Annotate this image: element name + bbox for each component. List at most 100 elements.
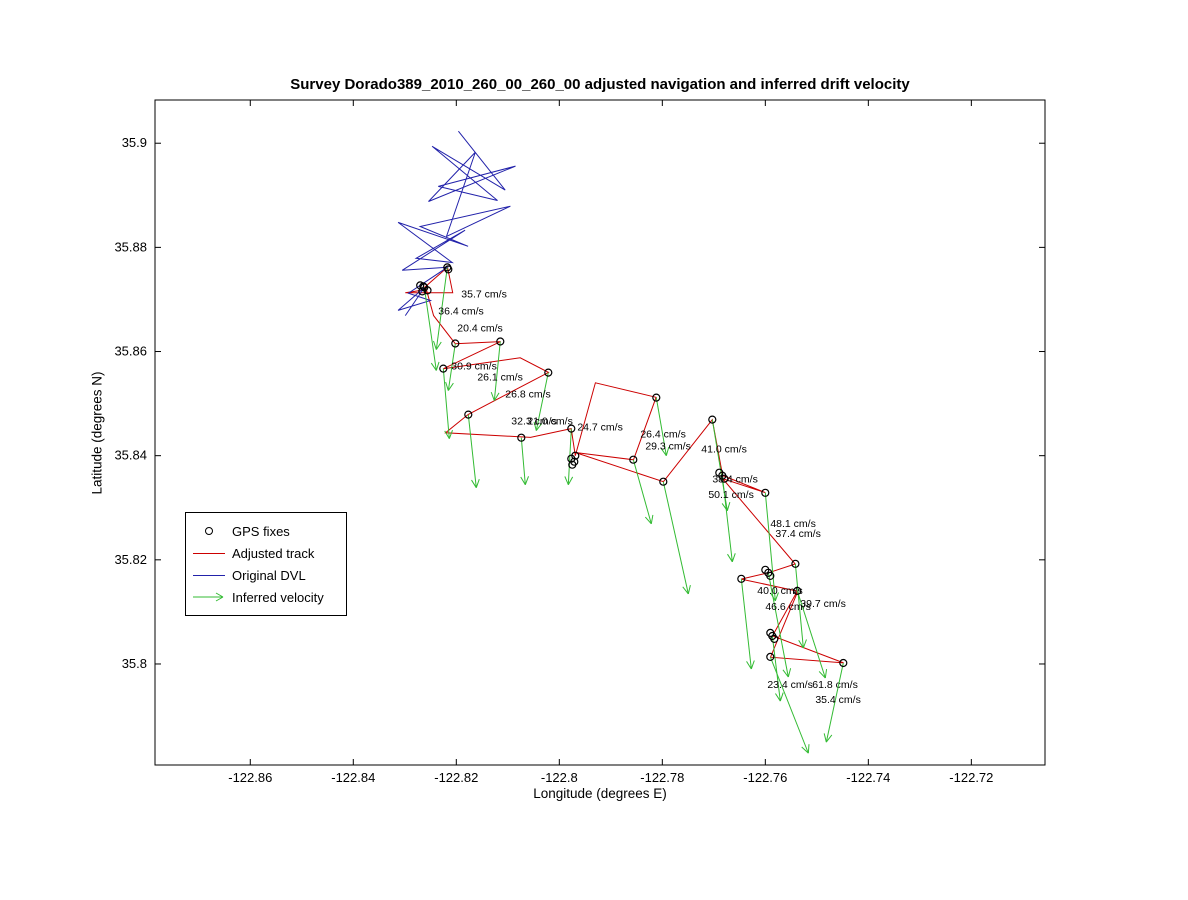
x-tick-label: -122.84 <box>331 770 375 785</box>
velocity-arrowhead <box>774 592 779 602</box>
velocity-arrow <box>535 372 549 431</box>
gps-fix-marker <box>567 424 576 433</box>
legend-item-adjusted-track: Adjusted track <box>186 542 346 564</box>
velocity-arrowhead <box>665 446 670 456</box>
x-tick-label: -122.78 <box>640 770 684 785</box>
legend-label: Adjusted track <box>232 545 315 561</box>
gps-fix-marker <box>737 574 746 583</box>
original-dvl-track <box>397 130 516 316</box>
velocity-arrow <box>740 578 752 670</box>
velocity-arrowhead <box>564 476 569 485</box>
velocity-arrowhead <box>471 479 477 488</box>
velocity-arrow <box>796 590 826 679</box>
velocity-arrow <box>632 459 652 524</box>
velocity-arrow <box>721 475 733 562</box>
velocity-arrow <box>493 341 501 401</box>
x-tick-label: -122.82 <box>434 770 478 785</box>
velocity-arrowhead <box>750 660 755 670</box>
legend-item-original-dvl: Original DVL <box>186 564 346 586</box>
velocity-label: 26.4 cm/s <box>640 429 686 441</box>
velocity-arrowhead <box>687 585 691 594</box>
velocity-arrow <box>423 287 437 371</box>
velocity-arrowhead <box>798 639 804 649</box>
gps-fix-marker <box>418 287 427 296</box>
gps-fix-marker <box>659 477 668 486</box>
velocity-arrowhead <box>802 639 807 649</box>
velocity-arrowhead <box>475 479 480 488</box>
velocity-arrow <box>520 437 526 485</box>
velocity-label: 35.4 cm/s <box>815 694 861 706</box>
velocity-arrowhead <box>818 671 826 679</box>
velocity-arrow <box>435 267 448 350</box>
gps-fix-marker <box>439 364 448 373</box>
velocity-arrowhead <box>650 514 654 524</box>
legend-label: Original DVL <box>232 567 306 583</box>
velocity-arrowhead <box>567 476 574 485</box>
gps-fix-marker <box>761 565 770 574</box>
velocity-arrowhead <box>490 391 495 401</box>
velocity-label: 20.4 cm/s <box>457 322 503 334</box>
velocity-arrowhead <box>493 392 500 401</box>
velocity-arrow <box>655 397 667 456</box>
velocity-arrowhead <box>447 382 454 391</box>
gps-fix-marker <box>793 586 802 596</box>
original-dvl-line-icon <box>186 574 232 576</box>
velocity-label: 61.8 cm/s <box>812 679 858 691</box>
x-tick-label: -122.76 <box>743 770 787 785</box>
velocity-arrowhead <box>448 430 453 439</box>
velocity-arrowhead <box>824 668 828 679</box>
gps-fix-marker <box>464 410 473 419</box>
y-axis-label: Latitude (degrees N) <box>89 371 105 495</box>
velocity-arrowhead <box>823 733 827 743</box>
y-tick-label: 35.86 <box>114 344 147 359</box>
velocity-label: 50.1 cm/s <box>708 489 754 501</box>
velocity-label: 29.3 cm/s <box>645 441 691 453</box>
velocity-arrow-icon <box>186 591 232 603</box>
gps-fix-marker <box>444 265 453 274</box>
velocity-arrowhead <box>435 361 440 371</box>
velocity-arrowhead <box>524 476 529 485</box>
gps-fix-marker <box>715 468 724 477</box>
velocity-label: 32.3 cm/s <box>511 416 557 428</box>
velocity-arrowhead <box>782 669 789 678</box>
plot-area <box>154 99 1046 766</box>
gps-fix-marker <box>496 337 505 346</box>
velocity-arrow <box>764 492 776 601</box>
gps-fix-marker <box>708 415 717 424</box>
velocity-arrow <box>794 563 804 648</box>
velocity-arrow <box>662 481 689 594</box>
velocity-arrow <box>467 414 477 488</box>
velocity-arrowhead <box>825 734 833 743</box>
velocity-arrowhead <box>433 340 437 350</box>
velocity-arrowhead <box>435 341 442 350</box>
velocity-arrow <box>771 635 781 702</box>
velocity-arrow <box>567 428 572 485</box>
velocity-arrowhead <box>775 693 781 702</box>
y-tick-label: 35.82 <box>114 552 147 567</box>
chart-title: Survey Dorado389_2010_260_00_260_00 adju… <box>290 76 910 93</box>
y-tick-label: 35.84 <box>114 448 147 463</box>
gps-fix-marker <box>770 634 779 644</box>
x-axis-label: Longitude (degrees E) <box>533 786 667 801</box>
velocity-label: 36.4 cm/s <box>438 305 484 317</box>
gps-fix-marker <box>419 282 428 291</box>
velocity-arrow <box>767 572 789 678</box>
x-tick-label: -122.72 <box>949 770 993 785</box>
velocity-label: 30.9 cm/s <box>451 361 497 373</box>
gps-fix-marker <box>839 658 848 668</box>
velocity-arrow <box>442 368 450 439</box>
gps-fix-marker <box>766 652 775 662</box>
gps-fix-marker <box>766 628 775 638</box>
adjusted-track <box>405 266 844 664</box>
gps-fix-marker <box>720 474 729 483</box>
velocity-arrowhead <box>682 586 689 595</box>
gps-fix-marker <box>652 393 661 402</box>
gps-fix-marker <box>629 455 638 464</box>
velocity-arrowhead <box>520 476 526 485</box>
velocity-label: 24.7 cm/s <box>577 422 623 434</box>
velocity-label: 35.7 cm/s <box>461 288 507 300</box>
velocity-arrow <box>825 662 844 743</box>
velocity-label: 26.8 cm/s <box>505 389 551 401</box>
velocity-label: 21.0 cm/s <box>527 416 573 428</box>
